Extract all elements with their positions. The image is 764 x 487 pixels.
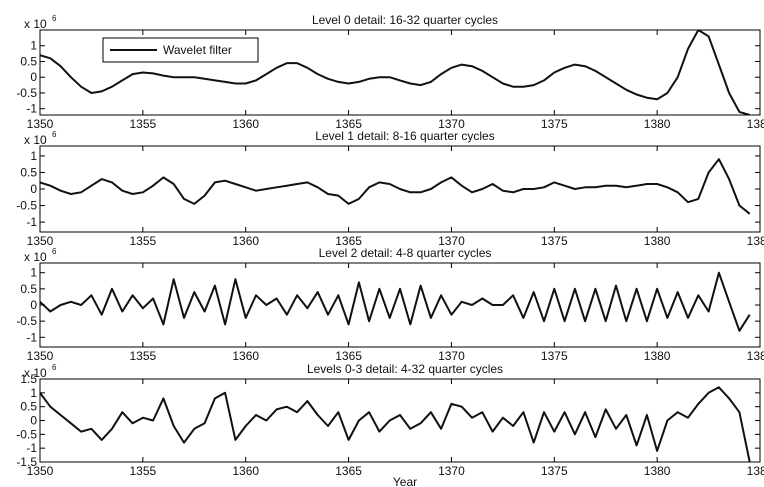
legend: Wavelet filter (102, 37, 259, 63)
y-exponent-base: x 10 (24, 250, 47, 264)
x-tick-label: 1355 (130, 117, 157, 131)
x-tick-label: 1370 (438, 464, 465, 478)
x-tick-label: 1385 (747, 234, 764, 248)
x-tick-label: 1365 (335, 349, 362, 363)
x-tick-label: 1355 (130, 349, 157, 363)
y-tick-label: 1 (30, 266, 37, 280)
y-tick-label: 0 (30, 70, 37, 84)
x-tick-label: 1350 (27, 349, 54, 363)
panel-1: Level 1 detail: 8-16 quarter cycles x 10 6… (16, 129, 764, 248)
y-exponent: 6 (52, 14, 57, 23)
y-tick-label: -0.5 (16, 314, 37, 328)
x-tick-label: 1360 (232, 464, 259, 478)
x-axis-label: Year (393, 475, 417, 487)
x-tick-label: 1375 (541, 464, 568, 478)
y-tick-label: -1.5 (16, 455, 37, 469)
panel-title: Level 0 detail: 16-32 quarter cycles (312, 13, 498, 27)
x-tick-label: 1370 (438, 349, 465, 363)
y-exponent: 6 (52, 247, 57, 256)
axes-frame (39, 29, 761, 116)
x-tick-label: 1360 (232, 117, 259, 131)
y-tick-label: -1 (26, 330, 37, 344)
y-tick-label: 0.5 (20, 165, 37, 179)
x-tick-label: 1360 (232, 349, 259, 363)
y-tick-label: 0.5 (20, 282, 37, 296)
x-tick-label: 1370 (438, 117, 465, 131)
x-tick-label: 1350 (27, 117, 54, 131)
x-tick-label: 1350 (27, 464, 54, 478)
panel-title: Level 2 detail: 4-8 quarter cycles (319, 246, 492, 260)
x-tick-label: 1385 (747, 464, 764, 478)
x-tick-label: 1380 (644, 464, 671, 478)
y-tick-label: -1 (26, 215, 37, 229)
x-tick-label: 1380 (644, 234, 671, 248)
x-tick-label: 1370 (438, 234, 465, 248)
axes-frame (39, 378, 761, 463)
legend-label: Wavelet filter (163, 43, 232, 57)
x-tick-label: 1355 (130, 234, 157, 248)
x-tick-label: 1375 (541, 117, 568, 131)
panel-title: Level 1 detail: 8-16 quarter cycles (315, 129, 494, 143)
y-tick-label: 1.5 (20, 372, 37, 386)
y-tick-label: 0 (30, 182, 37, 196)
x-tick-label: 1380 (644, 349, 671, 363)
y-tick-label: -1 (26, 102, 37, 116)
y-tick-label: 0 (30, 298, 37, 312)
y-tick-label: 1 (30, 39, 37, 53)
y-exponent-base: x 10 (24, 133, 47, 147)
panel-title: Levels 0-3 detail: 4-32 quarter cycles (307, 362, 503, 376)
x-tick-label: 1365 (335, 117, 362, 131)
x-tick-label: 1380 (644, 117, 671, 131)
series-line-0 (40, 271, 751, 332)
y-tick-label: -0.5 (16, 86, 37, 100)
panel-0: Level 0 detail: 16-32 quarter cycles x 10… (16, 13, 764, 131)
x-tick-label: 1360 (232, 234, 259, 248)
series-line-0 (40, 30, 750, 115)
x-tick-label: 1365 (335, 234, 362, 248)
y-tick-label: -1 (26, 441, 37, 455)
y-exponent: 6 (52, 363, 57, 372)
y-exponent-base: x 10 (24, 366, 47, 380)
x-tick-label: 1365 (335, 464, 362, 478)
y-exponent-base: x 10 (24, 17, 47, 31)
panel-2: Level 2 detail: 4-8 quarter cycles x 10 6 1… (16, 246, 764, 363)
x-tick-label: 1350 (27, 234, 54, 248)
x-tick-label: 1375 (541, 234, 568, 248)
y-tick-label: -0.5 (16, 427, 37, 441)
y-tick-label: 0.5 (20, 54, 37, 68)
series-line-0 (40, 158, 751, 215)
series-line-0 (40, 386, 751, 462)
x-tick-label: 1355 (130, 464, 157, 478)
y-exponent: 6 (52, 130, 57, 139)
panel-3: Levels 0-3 detail: 4-32 quarter cycles x … (16, 362, 764, 487)
x-tick-label: 1385 (747, 117, 764, 131)
y-tick-label: 1 (30, 386, 37, 400)
y-tick-label: -0.5 (16, 199, 37, 213)
y-tick-label: 0.5 (20, 400, 37, 414)
y-tick-label: 0 (30, 414, 37, 428)
x-tick-label: 1385 (747, 349, 764, 363)
x-tick-label: 1375 (541, 349, 568, 363)
y-tick-label: 1 (30, 149, 37, 163)
